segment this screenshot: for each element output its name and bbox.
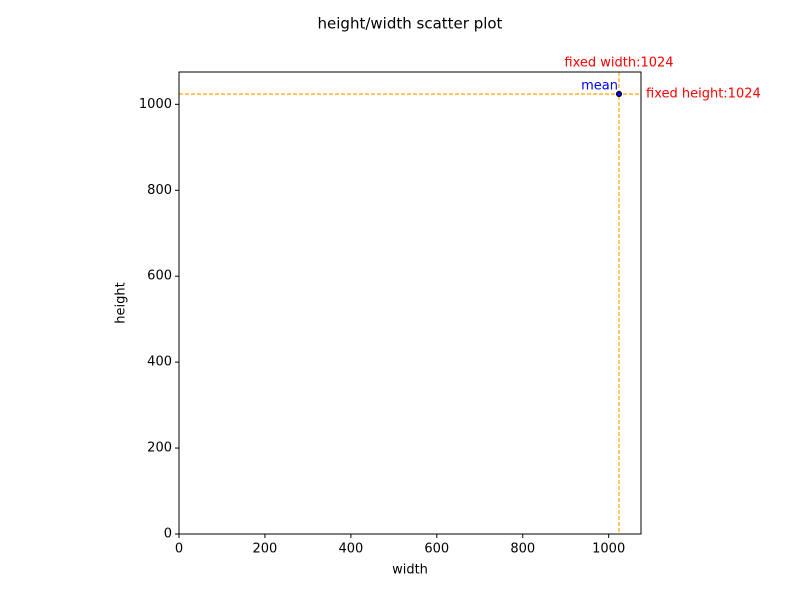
plot-frame	[178, 71, 642, 535]
x-tick-label: 1000	[592, 542, 625, 557]
reference-label: fixed width:1024	[564, 56, 673, 71]
mean-point	[616, 91, 622, 97]
y-tick-label: 400	[147, 355, 172, 370]
x-tick-label: 0	[175, 542, 183, 557]
x-axis-label: width	[392, 563, 428, 578]
y-axis-label: height	[114, 282, 129, 323]
x-tick-label: 800	[510, 542, 535, 557]
mean-label: mean	[581, 79, 618, 94]
y-tick-label: 1000	[139, 97, 172, 112]
y-tick-label: 200	[147, 441, 172, 456]
x-tick-label: 200	[253, 542, 278, 557]
reference-label: fixed height:1024	[646, 87, 761, 102]
x-tick-label: 400	[338, 542, 363, 557]
y-tick-label: 600	[147, 269, 172, 284]
y-tick-label: 800	[147, 183, 172, 198]
y-tick-label: 0	[164, 527, 172, 542]
chart-title: height/width scatter plot	[318, 15, 503, 33]
x-tick-label: 600	[424, 542, 449, 557]
